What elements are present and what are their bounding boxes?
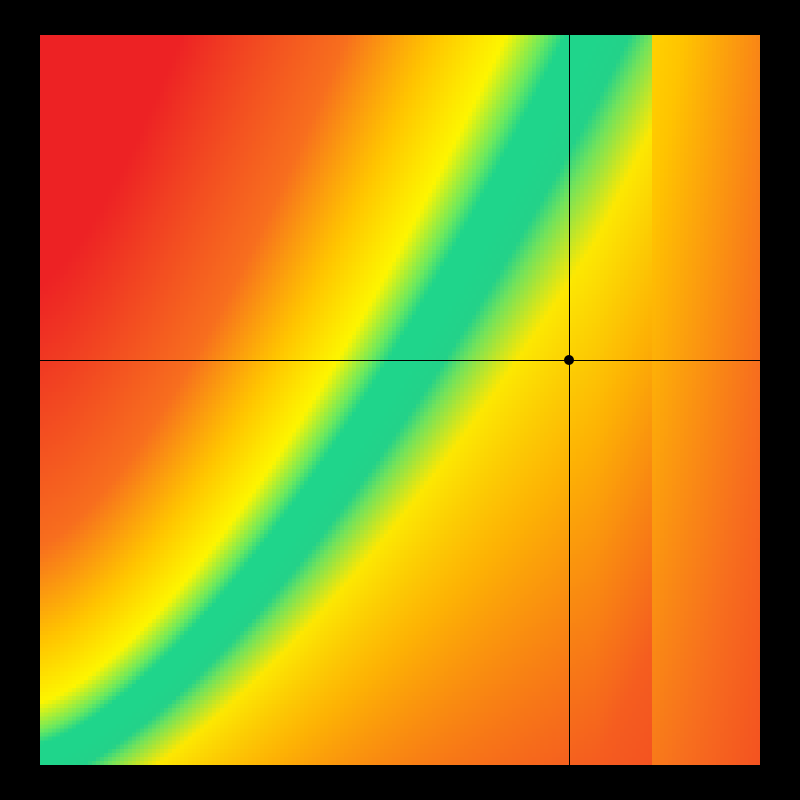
image-root: { "canvas": { "width": 800, "height": 80…: [0, 0, 800, 800]
crosshair-vertical: [569, 35, 570, 765]
heatmap-canvas: [40, 35, 760, 765]
crosshair-dot: [564, 355, 574, 365]
watermark-text: TheBottleneck.com: [557, 6, 760, 32]
heatmap-plot: [40, 35, 760, 765]
crosshair-horizontal: [40, 360, 760, 361]
